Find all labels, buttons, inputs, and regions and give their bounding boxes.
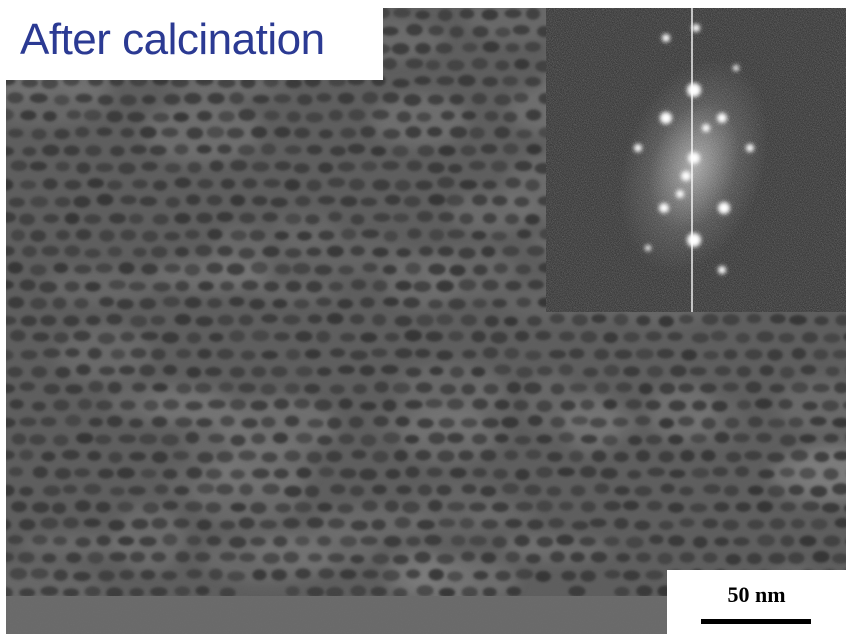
fft-spot	[676, 190, 684, 198]
fft-inset-image	[546, 8, 846, 312]
fft-spot	[688, 152, 700, 164]
fft-spot	[659, 203, 669, 213]
fft-spot	[660, 112, 672, 124]
fft-spot	[645, 245, 651, 251]
fft-spot	[717, 113, 727, 123]
title-box: After calcination	[0, 0, 383, 80]
fft-spot	[702, 124, 710, 132]
fft-spot	[681, 171, 691, 181]
scale-bar-label: 50 nm	[727, 582, 786, 607]
fft-spot	[662, 34, 670, 42]
fft-spot	[634, 144, 642, 152]
fft-spot	[687, 83, 701, 97]
fft-spot	[692, 24, 700, 32]
scale-bar-line	[701, 619, 811, 624]
fft-spot	[733, 65, 739, 71]
fft-spot	[687, 233, 701, 247]
fft-central-glow	[619, 59, 769, 273]
fft-spot	[718, 202, 730, 214]
fft-spot	[718, 266, 726, 274]
figure-title: After calcination	[20, 15, 325, 64]
scale-bar: 50 nm	[667, 570, 846, 634]
fft-inset	[546, 8, 846, 312]
fft-spot	[746, 144, 754, 152]
fft-diffraction-spots	[634, 24, 754, 274]
